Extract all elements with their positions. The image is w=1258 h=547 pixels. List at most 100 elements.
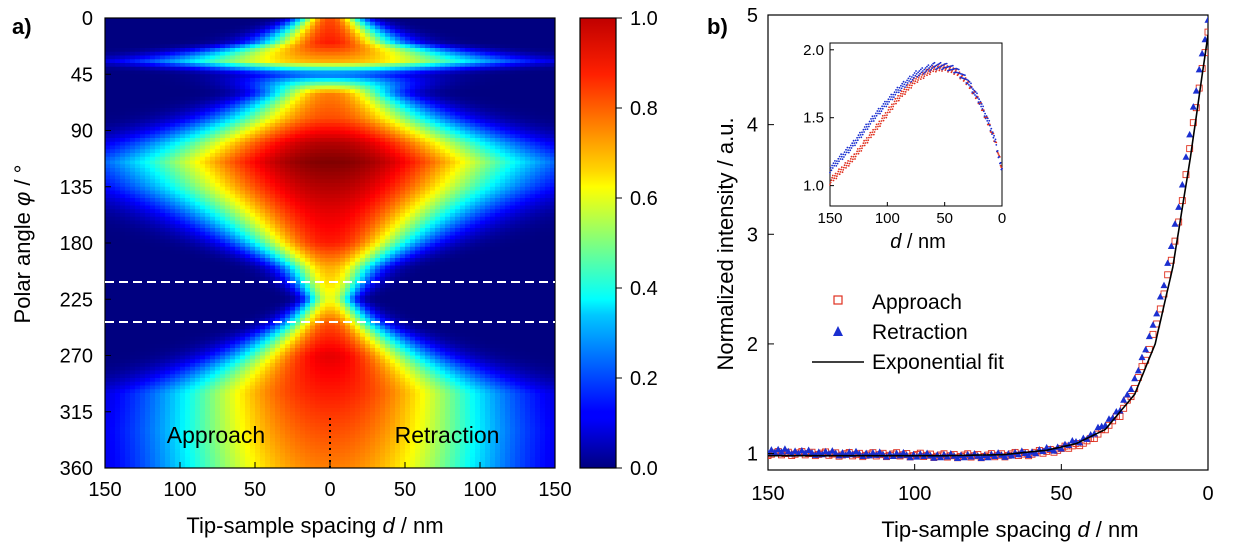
heatmap-cell [215, 138, 221, 143]
heatmap-cell [340, 156, 346, 162]
heatmap-cell [160, 108, 166, 113]
heatmap-cell [225, 100, 231, 105]
heatmap-cell [355, 216, 361, 222]
heatmap-cell [475, 168, 481, 173]
heatmap-cell [170, 66, 176, 72]
heatmap-cell [460, 130, 466, 135]
heatmap-cell [205, 55, 211, 60]
heatmap-cell [140, 21, 146, 27]
heatmap-cell [530, 138, 536, 143]
heatmap-cell [540, 141, 546, 147]
heatmap-cell [550, 153, 555, 158]
heatmap-cell [280, 36, 286, 42]
heatmap-cell [305, 156, 311, 162]
heatmap-cell [260, 138, 266, 143]
heatmap-cell [340, 198, 346, 203]
heatmap-cell [510, 130, 516, 135]
heatmap-cell [405, 93, 411, 98]
heatmap-cell [145, 18, 151, 23]
heatmap-cell [245, 108, 251, 113]
heatmap-cell [145, 29, 151, 34]
heatmap-cell [510, 96, 516, 102]
heatmap-cell [210, 123, 216, 128]
heatmap-cell [410, 66, 416, 72]
heatmap-cell [415, 59, 421, 64]
heatmap-cell [260, 213, 266, 218]
heatmap-cell [170, 111, 176, 117]
heatmap-cell [325, 141, 331, 147]
heatmap-cell [480, 89, 486, 94]
heatmap-cell [375, 29, 381, 34]
heatmap-cell [520, 51, 526, 57]
heatmap-cell [235, 33, 241, 38]
heatmap-cell [450, 85, 456, 90]
heatmap-cell [290, 63, 296, 68]
heatmap-cell [275, 175, 281, 180]
heatmap-cell [385, 44, 391, 49]
heatmap-cell [200, 205, 206, 210]
heatmap-cell [520, 175, 526, 180]
heatmap-cell [450, 156, 456, 162]
heatmap-cell [380, 179, 386, 184]
heatmap-cell [105, 186, 111, 192]
heatmap-cell [450, 149, 456, 154]
heatmap-cell [220, 18, 226, 23]
heatmap-cell [440, 175, 446, 180]
heatmap-cell [350, 93, 356, 98]
heatmap-cell [395, 36, 401, 42]
heatmap-cell [395, 130, 401, 135]
heatmap-cell [145, 213, 151, 218]
heatmap-cell [485, 153, 491, 158]
heatmap-cell [425, 149, 431, 154]
heatmap-cell [470, 190, 476, 195]
heatmap-cell [220, 70, 226, 75]
heatmap-cell [230, 18, 236, 23]
heatmap-cell [300, 81, 306, 87]
heatmap-cell [320, 81, 326, 87]
heatmap-cell [385, 25, 391, 30]
heatmap-cell [425, 108, 431, 113]
heatmap-cell [300, 138, 306, 143]
heatmap-cell [325, 126, 331, 132]
heatmap-cell [165, 29, 171, 34]
heatmap-cell [380, 175, 386, 180]
heatmap-cell [140, 36, 146, 42]
heatmap-cell [405, 48, 411, 53]
heatmap-cell [370, 21, 376, 27]
heatmap-cell [230, 194, 236, 199]
heatmap-cell [385, 74, 391, 79]
heatmap-cell [205, 63, 211, 68]
heatmap-cell [535, 168, 541, 173]
heatmap-cell [300, 220, 306, 225]
heatmap-cell [140, 33, 146, 38]
heatmap-cell [250, 138, 256, 143]
heatmap-cell [255, 164, 261, 169]
heatmap-cell [210, 168, 216, 173]
heatmap-cell [210, 186, 216, 192]
heatmap-cell [420, 33, 426, 38]
heatmap-cell [280, 81, 286, 87]
heatmap-cell [225, 201, 231, 207]
heatmap-cell [260, 153, 266, 158]
heatmap-cell [435, 48, 441, 53]
heatmap-cell [385, 168, 391, 173]
heatmap-cell [415, 55, 421, 60]
heatmap-cell [510, 205, 516, 210]
heatmap-cell [355, 183, 361, 188]
heatmap-cell [180, 160, 186, 165]
heatmap-cell [355, 220, 361, 225]
heatmap-cell [225, 209, 231, 214]
heatmap-cell [525, 51, 531, 57]
heatmap-cell [425, 25, 431, 30]
heatmap-cell [500, 63, 506, 68]
heatmap-cell [485, 100, 491, 105]
heatmap-cell [190, 44, 196, 49]
heatmap-cell [530, 145, 536, 150]
heatmap-cell [250, 18, 256, 23]
heatmap-cell [465, 175, 471, 180]
heatmap-cell [275, 164, 281, 169]
heatmap-cell [410, 74, 416, 79]
heatmap-cell [330, 164, 336, 169]
heatmap-cell [355, 175, 361, 180]
heatmap-cell [530, 33, 536, 38]
